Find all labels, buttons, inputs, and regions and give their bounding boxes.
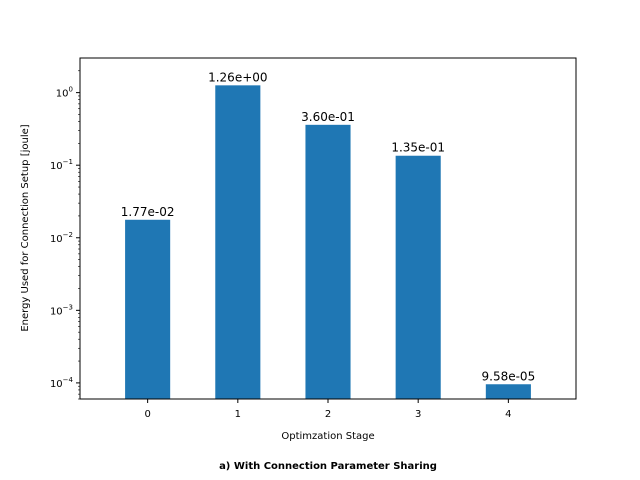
data-label-3: 1.35e-01 bbox=[391, 141, 445, 155]
y-tick-label: 100 bbox=[56, 86, 73, 100]
data-label-1: 1.26e+00 bbox=[208, 70, 267, 84]
y-axis-label: Energy Used for Connection Setup [joule] bbox=[20, 124, 31, 331]
x-axis-label: Optimzation Stage bbox=[281, 431, 374, 442]
y-tick-label: 10−1 bbox=[50, 158, 73, 172]
y-tick-label: 10−2 bbox=[50, 231, 73, 245]
bar-2 bbox=[305, 124, 351, 399]
y-tick-label: 10−3 bbox=[50, 303, 73, 317]
y-tick-label: 10−4 bbox=[50, 376, 74, 390]
x-tick-label-4: 4 bbox=[505, 409, 511, 420]
data-label-4: 9.58e-05 bbox=[482, 369, 536, 383]
y-axis: 10−4 10−3 10−2 10−1 100 bbox=[50, 70, 80, 400]
x-tick-label-0: 0 bbox=[144, 409, 150, 420]
bar-1 bbox=[215, 85, 261, 399]
bar-4 bbox=[485, 384, 531, 399]
bars-group bbox=[125, 85, 531, 399]
data-labels-group: 1.77e-02 1.26e+00 3.60e-01 1.35e-01 9.58e-05 bbox=[121, 70, 535, 383]
x-tick-label-2: 2 bbox=[325, 409, 331, 420]
figure-caption: a) With Connection Parameter Sharing bbox=[219, 461, 437, 472]
data-label-2: 3.60e-01 bbox=[301, 110, 355, 124]
x-tick-label-1: 1 bbox=[235, 409, 241, 420]
bar-0 bbox=[125, 219, 171, 399]
x-axis: 0 1 2 3 4 bbox=[144, 399, 512, 420]
x-tick-label-3: 3 bbox=[415, 409, 421, 420]
data-label-0: 1.77e-02 bbox=[121, 205, 175, 219]
bar-3 bbox=[395, 155, 441, 399]
